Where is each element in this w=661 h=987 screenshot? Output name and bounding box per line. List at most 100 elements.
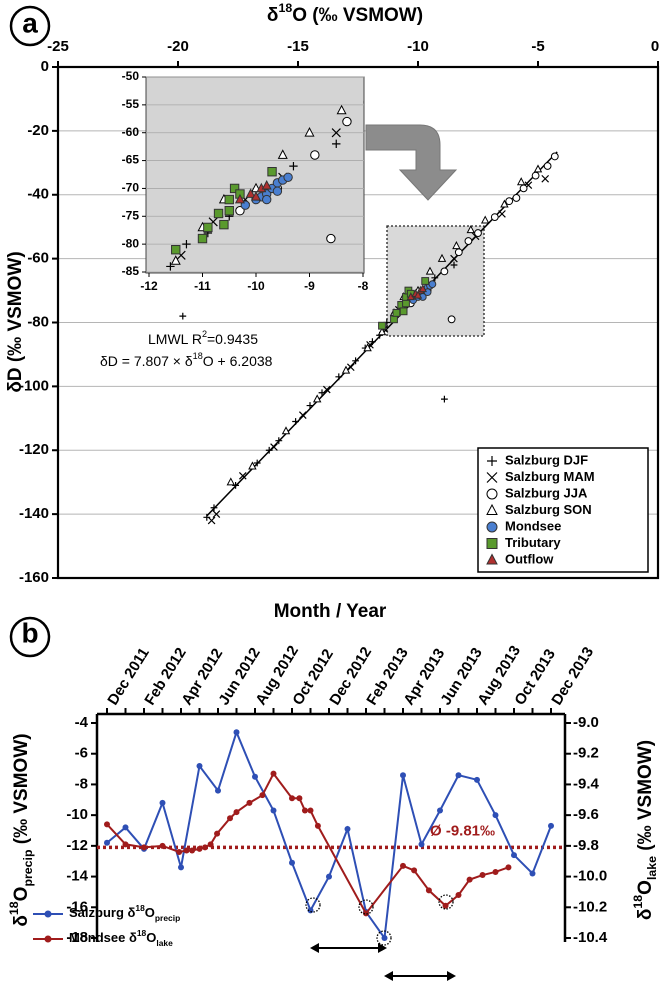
y-axis-title-part: O bbox=[11, 887, 32, 902]
panel-badge bbox=[9, 5, 51, 47]
marker bbox=[275, 437, 283, 445]
y-tick-label: -8 bbox=[75, 775, 88, 792]
marker bbox=[224, 206, 234, 216]
point bbox=[159, 799, 166, 806]
highlight-ring bbox=[305, 897, 321, 913]
marker bbox=[512, 194, 521, 202]
marker bbox=[466, 225, 476, 234]
x-axis-title-part: δ bbox=[267, 5, 279, 26]
marker bbox=[277, 149, 288, 159]
y2-tick-label: -9.2 bbox=[573, 745, 599, 762]
arrow-head bbox=[310, 943, 387, 953]
point bbox=[233, 809, 240, 816]
marker bbox=[210, 504, 218, 512]
marker bbox=[444, 33, 452, 41]
y-tick-label: -55 bbox=[122, 97, 140, 111]
point bbox=[289, 859, 295, 866]
marker bbox=[474, 229, 482, 237]
marker bbox=[431, 274, 439, 282]
marker bbox=[437, 253, 447, 262]
point bbox=[505, 864, 512, 871]
marker bbox=[261, 179, 272, 190]
point bbox=[307, 907, 314, 914]
y-tick-label: 0 bbox=[41, 58, 49, 75]
annotation: δD = 7.807 × δ18O + 6.2038 bbox=[100, 351, 273, 368]
marker bbox=[234, 193, 245, 204]
legend-label: Salzburg δ18Oprecip bbox=[69, 903, 180, 923]
y-axis-title: δD (‰ VSMOW) bbox=[5, 251, 26, 392]
marker bbox=[352, 357, 359, 365]
marker bbox=[332, 139, 341, 149]
point bbox=[466, 876, 473, 883]
legend-label-part: precip bbox=[155, 913, 180, 923]
marker bbox=[425, 266, 435, 275]
marker bbox=[519, 184, 528, 193]
marker bbox=[550, 152, 559, 161]
point bbox=[425, 887, 432, 894]
series bbox=[171, 167, 277, 255]
y2-axis-title: δ18Olake (‰ VSMOW) bbox=[631, 740, 659, 920]
point bbox=[141, 844, 147, 851]
marker bbox=[486, 503, 498, 515]
marker bbox=[440, 267, 449, 276]
point bbox=[196, 845, 203, 852]
y2-axis-title-part: lake bbox=[645, 856, 659, 880]
marker bbox=[113, 307, 121, 315]
marker bbox=[229, 183, 240, 194]
y2-axis-title-part: δ bbox=[635, 909, 656, 921]
marker bbox=[543, 162, 552, 170]
legend-label: Tributary bbox=[505, 535, 561, 550]
highlight-ring bbox=[438, 894, 454, 910]
point bbox=[529, 870, 536, 877]
marker bbox=[487, 6, 495, 14]
marker bbox=[399, 307, 408, 316]
legend-label: Salzburg JJA bbox=[505, 485, 588, 500]
y2-axis-title-part: 18 bbox=[631, 895, 645, 909]
marker bbox=[336, 104, 347, 115]
marker bbox=[486, 472, 498, 483]
legend-label: Outflow bbox=[505, 551, 554, 566]
marker bbox=[342, 116, 352, 127]
marker bbox=[38, 363, 46, 371]
legend-label: Mondsee δ18Olake bbox=[69, 928, 173, 948]
marker bbox=[283, 172, 293, 182]
marker bbox=[490, 213, 499, 222]
annotation-part: O + 6.2038 bbox=[203, 353, 273, 369]
marker bbox=[197, 233, 208, 244]
point bbox=[122, 824, 129, 831]
y-tick-label: -80 bbox=[27, 313, 49, 330]
marker bbox=[500, 199, 509, 208]
point bbox=[479, 872, 486, 879]
y-tick-label: -50 bbox=[122, 69, 140, 83]
legend-dot bbox=[44, 910, 52, 918]
point bbox=[104, 839, 110, 846]
marker bbox=[441, 395, 448, 403]
marker bbox=[304, 127, 315, 137]
y-tick-label: -40 bbox=[27, 186, 49, 203]
point bbox=[270, 770, 277, 777]
annotation: LMWL R2=0.9435 bbox=[148, 329, 258, 346]
marker bbox=[203, 222, 213, 233]
marker bbox=[533, 164, 543, 173]
marker bbox=[245, 188, 256, 198]
point bbox=[252, 773, 258, 780]
y2-tick-label: -9.8 bbox=[573, 837, 599, 854]
marker bbox=[386, 84, 394, 92]
marker bbox=[292, 418, 299, 425]
y-tick-label: -80 bbox=[122, 236, 140, 250]
legend-label: Mondsee bbox=[505, 518, 561, 533]
point bbox=[418, 841, 425, 848]
marker bbox=[370, 78, 378, 86]
marker bbox=[423, 56, 431, 64]
y-tick-label: -10 bbox=[66, 806, 88, 823]
marker bbox=[212, 510, 221, 518]
y-tick-label: -12 bbox=[66, 837, 88, 854]
point bbox=[178, 864, 184, 871]
y-tick-label: -120 bbox=[19, 441, 49, 458]
marker bbox=[250, 191, 262, 201]
y2-axis-title-part: O bbox=[635, 880, 656, 895]
point bbox=[548, 822, 554, 829]
point bbox=[202, 844, 209, 851]
point bbox=[314, 822, 321, 829]
y-tick-label: -100 bbox=[19, 377, 49, 394]
